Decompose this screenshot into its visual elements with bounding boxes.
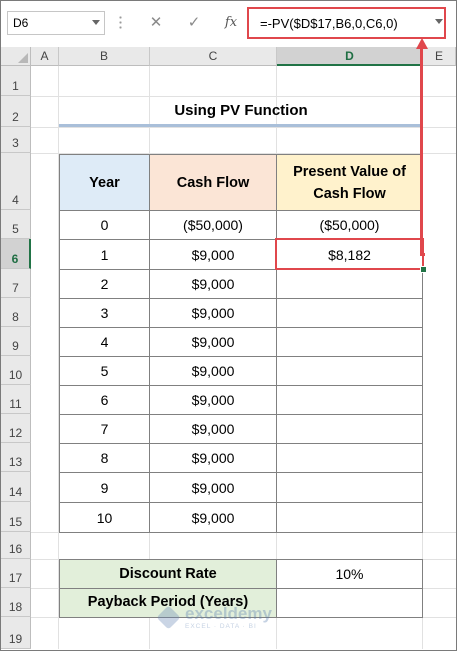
arrow-shaft-horizontal [420,253,425,256]
cancel-icon[interactable]: ✕ [149,14,163,31]
table-cell-cash-flow[interactable]: $9,000 [149,385,277,415]
cell-highlight-box [275,238,424,270]
table-cell-year[interactable]: 4 [59,327,150,357]
table-cell-cash-flow[interactable]: $9,000 [149,269,277,299]
row-header-6[interactable]: 6 [1,239,31,269]
column-header-b[interactable]: B [59,47,150,66]
name-box[interactable]: D6 [7,11,105,35]
watermark-name: exceldemy [185,604,272,623]
select-all-corner[interactable] [1,47,31,66]
row-header-9[interactable]: 9 [1,327,31,356]
table-cell-cash-flow[interactable]: $9,000 [149,414,277,444]
table-cell-year[interactable]: 5 [59,356,150,386]
row-header-8[interactable]: 8 [1,298,31,327]
table-cell-year[interactable]: 1 [59,239,150,270]
table-cell-year[interactable]: 0 [59,210,150,240]
enter-icon[interactable]: ✓ [187,14,201,31]
table-cell-cash-flow[interactable]: $9,000 [149,298,277,328]
discount-rate-value[interactable]: 10% [276,559,423,589]
row-header-11[interactable]: 11 [1,385,31,414]
row-header-10[interactable]: 10 [1,356,31,385]
row-header-1[interactable]: 1 [1,66,31,96]
table-cell-pv[interactable] [276,414,423,444]
table-cell-pv[interactable] [276,472,423,503]
select-all-icon [18,53,28,63]
payback-period-value[interactable] [276,588,423,618]
row-header-16[interactable]: 16 [1,532,31,559]
table-cell-cash-flow[interactable]: $9,000 [149,443,277,473]
row-header-13[interactable]: 13 [1,443,31,472]
row-header-2[interactable]: 2 [1,96,31,127]
fill-handle[interactable] [420,266,427,273]
table-cell-cash-flow[interactable]: $9,000 [149,239,277,270]
exceldemy-watermark: exceldemy EXCEL · DATA · BI [156,605,272,631]
row-header-7[interactable]: 7 [1,269,31,298]
table-cell-cash-flow[interactable]: $9,000 [149,502,277,533]
table-cell-cash-flow[interactable]: $9,000 [149,327,277,357]
row-header-12[interactable]: 12 [1,414,31,443]
arrow-up-icon [415,38,428,49]
gridline [31,153,456,154]
gridline [31,96,456,97]
table-cell-year[interactable]: 3 [59,298,150,328]
table-cell-year[interactable]: 9 [59,472,150,503]
table-cell-pv[interactable] [276,269,423,299]
row-header-5[interactable]: 5 [1,210,31,239]
watermark-text: exceldemy EXCEL · DATA · BI [185,605,272,631]
drag-handle-icon[interactable] [119,15,122,31]
formula-bar: D6 ✕ ✓ fx =-PV($D$17,B6,0,C6,0) [1,1,456,48]
column-header-c[interactable]: C [150,47,277,66]
expand-formula-bar-icon[interactable] [435,19,443,24]
gridline [58,66,59,649]
exceldemy-logo-icon [156,605,181,630]
table-cell-pv[interactable] [276,298,423,328]
row-header-14[interactable]: 14 [1,472,31,502]
formula-highlight-box [247,7,446,39]
sheet-title[interactable]: Using PV Function [174,102,308,119]
payback-period-label[interactable]: Payback Period (Years) [59,588,277,618]
table-cell-pv[interactable] [276,385,423,415]
table-cell-year[interactable]: 2 [59,269,150,299]
row-header-17[interactable]: 17 [1,559,31,588]
row-header-15[interactable]: 15 [1,502,31,532]
name-box-value: D6 [13,16,29,30]
table-cell-year[interactable]: 8 [59,443,150,473]
table-cell-cash-flow[interactable]: $9,000 [149,356,277,386]
header-present-value[interactable]: Present Value of Cash Flow [276,154,423,211]
formula-input[interactable]: =-PV($D$17,B6,0,C6,0) [251,10,445,37]
table-cell-pv[interactable] [276,443,423,473]
table-cell-year[interactable]: 6 [59,385,150,415]
gridline [31,127,456,128]
insert-function-icon[interactable]: fx [224,15,238,30]
header-year[interactable]: Year [59,154,150,211]
header-pv-line1: Present Value of [293,163,406,180]
column-header-d[interactable]: D [277,47,423,66]
row-header-19[interactable]: 19 [1,617,31,649]
header-pv-line2: Cash Flow [313,185,386,202]
chevron-down-icon[interactable] [92,20,100,25]
discount-rate-label[interactable]: Discount Rate [59,559,277,589]
table-cell-pv[interactable] [276,502,423,533]
watermark-tagline: EXCEL · DATA · BI [185,623,257,630]
row-header-4[interactable]: 4 [1,153,31,210]
table-cell-cash-flow[interactable]: $9,000 [149,472,277,503]
arrow-shaft-vertical [420,47,423,256]
table-cell-pv[interactable]: ($50,000) [276,210,423,240]
column-header-e[interactable]: E [423,47,456,66]
column-header-a[interactable]: A [31,47,59,66]
table-cell-year[interactable]: 7 [59,414,150,444]
row-header-18[interactable]: 18 [1,588,31,617]
table-cell-cash-flow[interactable]: ($50,000) [149,210,277,240]
table-cell-pv[interactable] [276,356,423,386]
row-header-3[interactable]: 3 [1,127,31,153]
table-cell-year[interactable]: 10 [59,502,150,533]
table-cell-pv[interactable] [276,327,423,357]
header-cash-flow[interactable]: Cash Flow [149,154,277,211]
title-underline [59,124,423,127]
